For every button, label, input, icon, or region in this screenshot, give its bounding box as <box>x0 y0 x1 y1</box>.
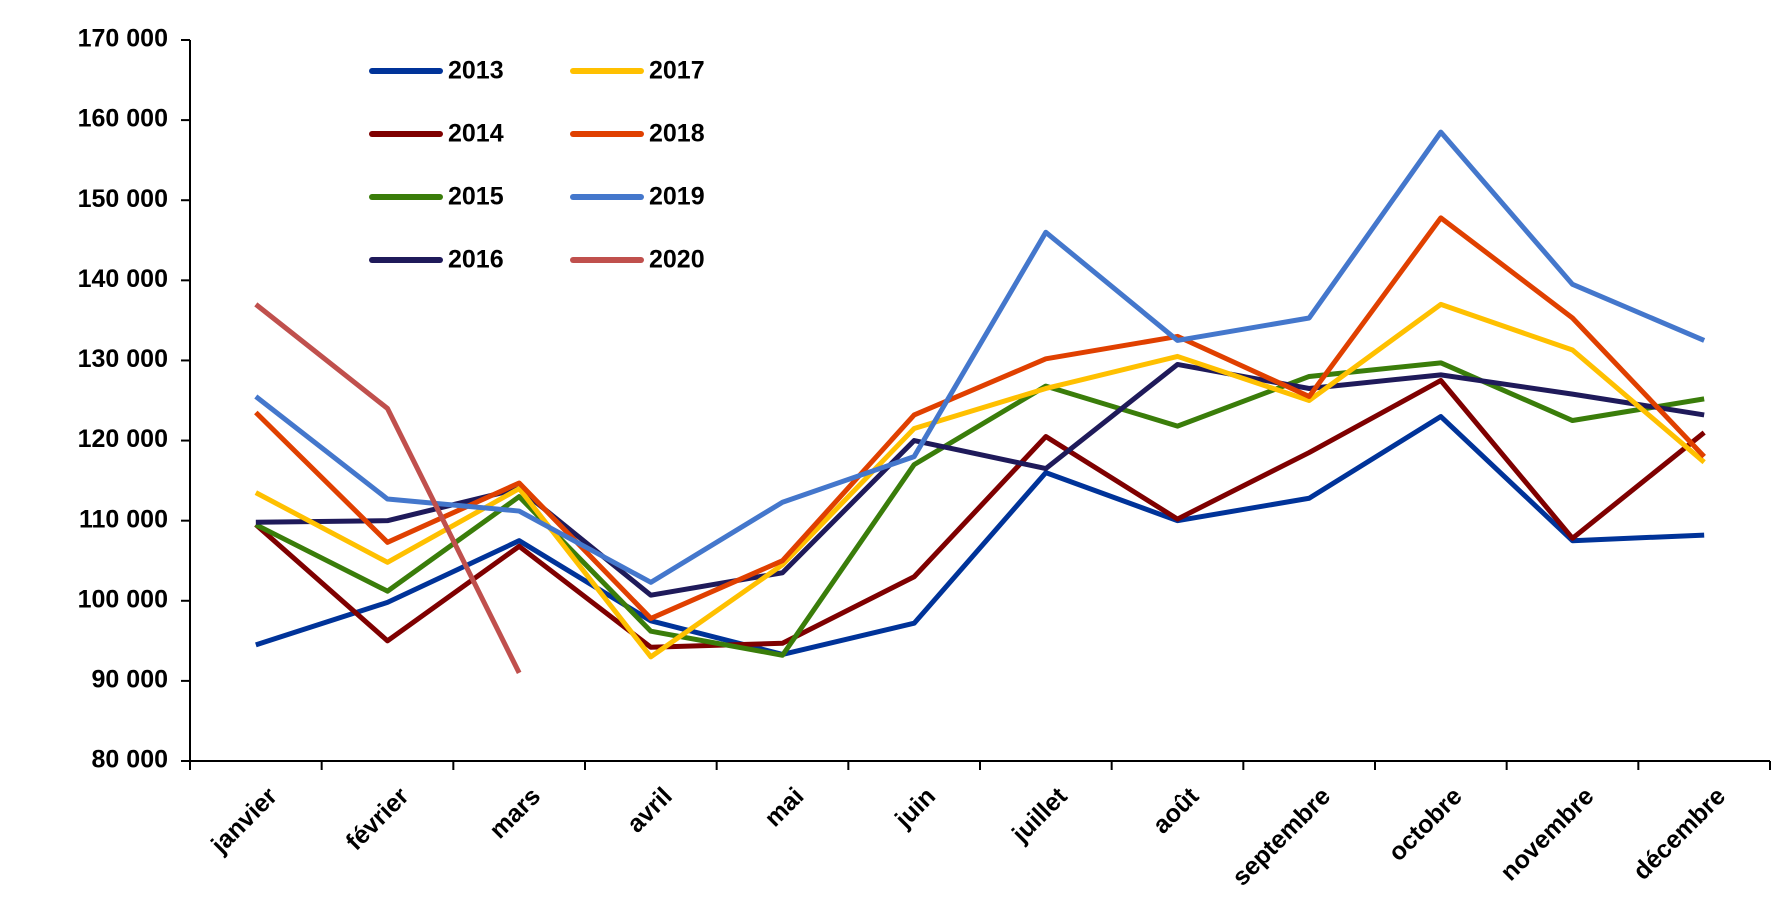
x-tick-label: octobre <box>1383 782 1468 867</box>
x-tick-label: avril <box>622 782 678 838</box>
series-line <box>254 302 522 674</box>
y-tick-label: 90 000 <box>92 665 168 693</box>
legend-label: 2013 <box>448 57 504 85</box>
y-tick-label: 150 000 <box>78 185 168 213</box>
legend-label: 2018 <box>649 120 705 148</box>
series-line <box>254 129 1706 585</box>
x-tick-label: juillet <box>1006 782 1073 849</box>
x-tick-label: janvier <box>205 782 283 860</box>
x-tick-label: juin <box>889 782 941 834</box>
x-tick-label: mai <box>759 782 809 832</box>
y-tick-label: 100 000 <box>78 585 168 613</box>
series-line <box>254 301 1706 660</box>
series-line <box>255 414 1705 657</box>
legend-label: 2019 <box>649 183 705 211</box>
x-tick-label: août <box>1147 782 1205 840</box>
x-tick-label: février <box>341 782 415 856</box>
y-tick-label: 160 000 <box>78 105 168 133</box>
series-line <box>254 215 1706 621</box>
y-tick-label: 170 000 <box>78 25 168 53</box>
series-line <box>254 360 1705 658</box>
legend-label: 2016 <box>448 246 504 274</box>
y-tick-label: 120 000 <box>78 425 168 453</box>
y-tick-label: 110 000 <box>79 505 168 533</box>
legend-label: 2020 <box>649 246 705 274</box>
legend-label: 2015 <box>448 183 504 211</box>
y-tick-label: 80 000 <box>92 746 168 774</box>
legend-label: 2014 <box>448 120 504 148</box>
y-tick-label: 140 000 <box>78 265 168 293</box>
series-line <box>254 377 1706 650</box>
x-tick-label: décembre <box>1628 782 1731 885</box>
y-tick-label: 130 000 <box>78 345 168 373</box>
legend-label: 2017 <box>649 57 705 85</box>
x-tick-label: septembre <box>1227 782 1336 891</box>
x-tick-label: mars <box>484 782 546 844</box>
x-tick-label: novembre <box>1495 782 1599 886</box>
